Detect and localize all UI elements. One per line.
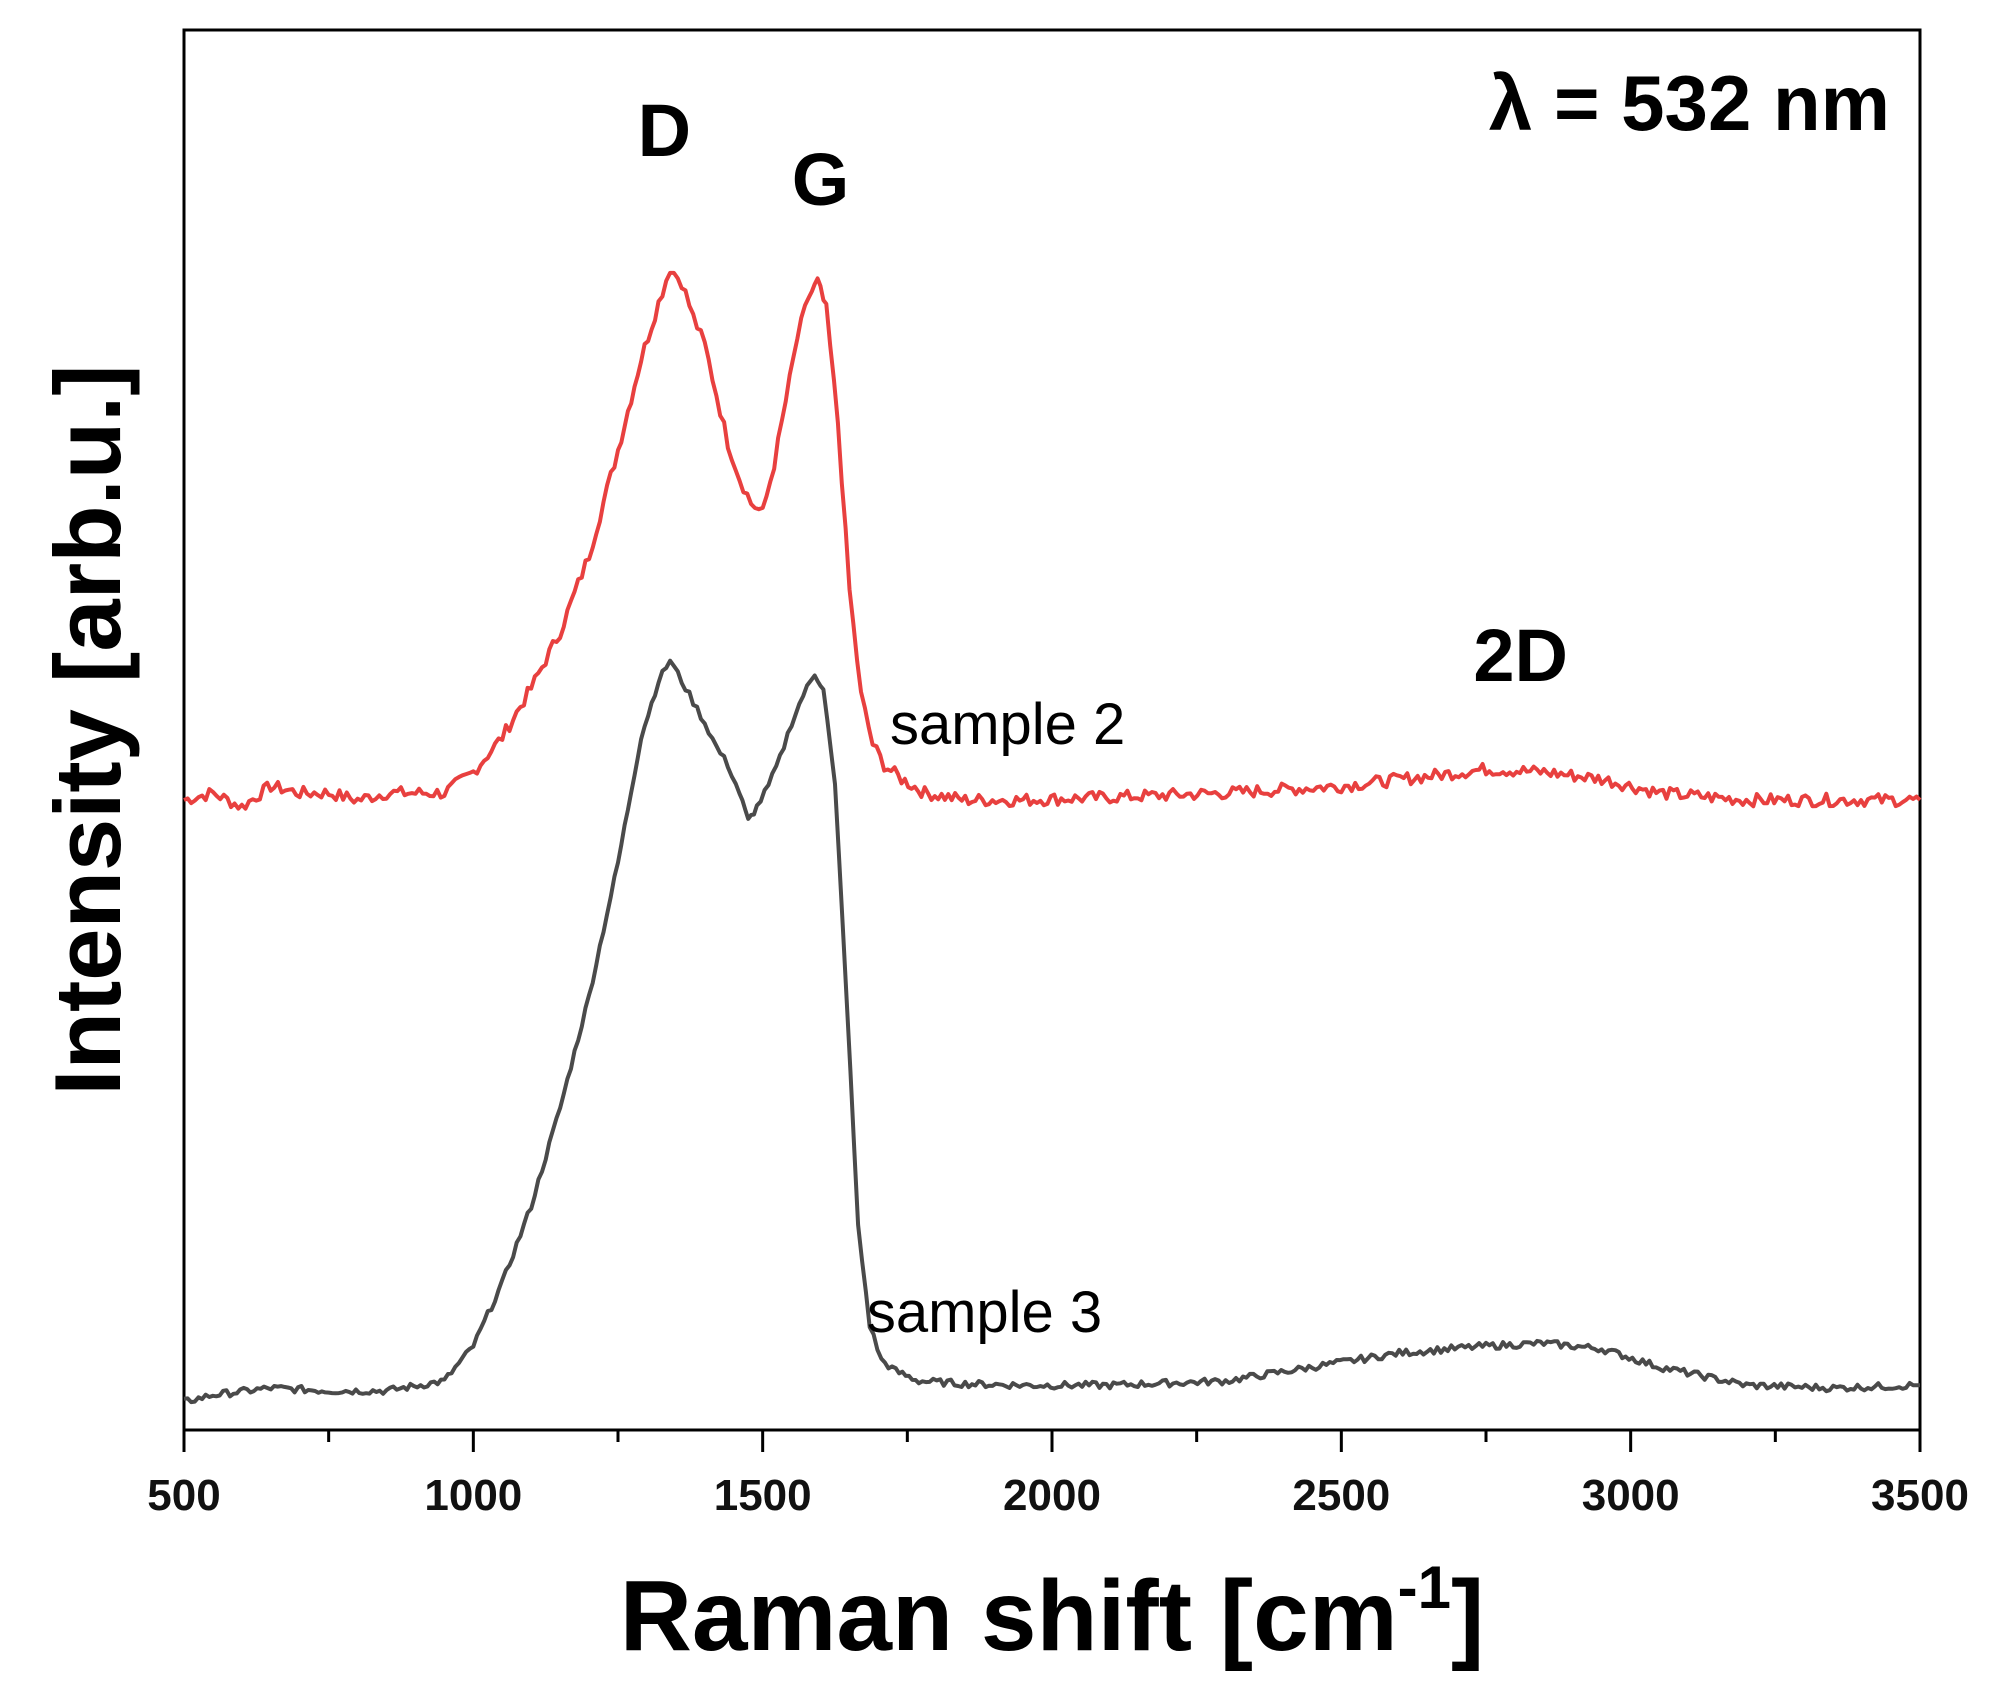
series-line-sample-2 (183, 270, 1922, 811)
series-labels: sample 2 sample 3 (867, 692, 1125, 1345)
x-axis-title-sup: -1 (1398, 1554, 1451, 1621)
x-tick-label: 1000 (424, 1471, 522, 1520)
x-axis-ticks: 500 1000 1500 2000 2500 3000 3500 (147, 1430, 1969, 1520)
x-tick-label: 2000 (1003, 1471, 1101, 1520)
peak-label-G: G (792, 138, 850, 221)
x-tick-label: 3000 (1582, 1471, 1680, 1520)
x-tick-label: 3500 (1871, 1471, 1969, 1520)
series-label-sample-3: sample 3 (867, 1280, 1102, 1345)
x-tick-label: 1500 (714, 1471, 812, 1520)
x-axis-title-main: Raman shift [cm (620, 1560, 1398, 1672)
x-axis-title-close: ] (1451, 1560, 1484, 1672)
peak-labels: D G 2D (638, 89, 1568, 697)
peak-label-2D: 2D (1473, 614, 1568, 697)
y-axis-title: Intensity [arb.u.] (35, 364, 140, 1095)
x-tick-label: 2500 (1292, 1471, 1390, 1520)
plot-area: 500 1000 1500 2000 2500 3000 3500 (147, 28, 1969, 1520)
peak-label-D: D (638, 89, 691, 172)
wavelength-annotation: λ = 532 nm (1489, 59, 1890, 147)
series-label-sample-2: sample 2 (890, 692, 1125, 757)
series-layer (183, 270, 1922, 1405)
x-axis-title: Raman shift [cm-1] (620, 1554, 1485, 1672)
x-tick-label: 500 (147, 1471, 220, 1520)
series-line-sample-3 (183, 658, 1920, 1405)
